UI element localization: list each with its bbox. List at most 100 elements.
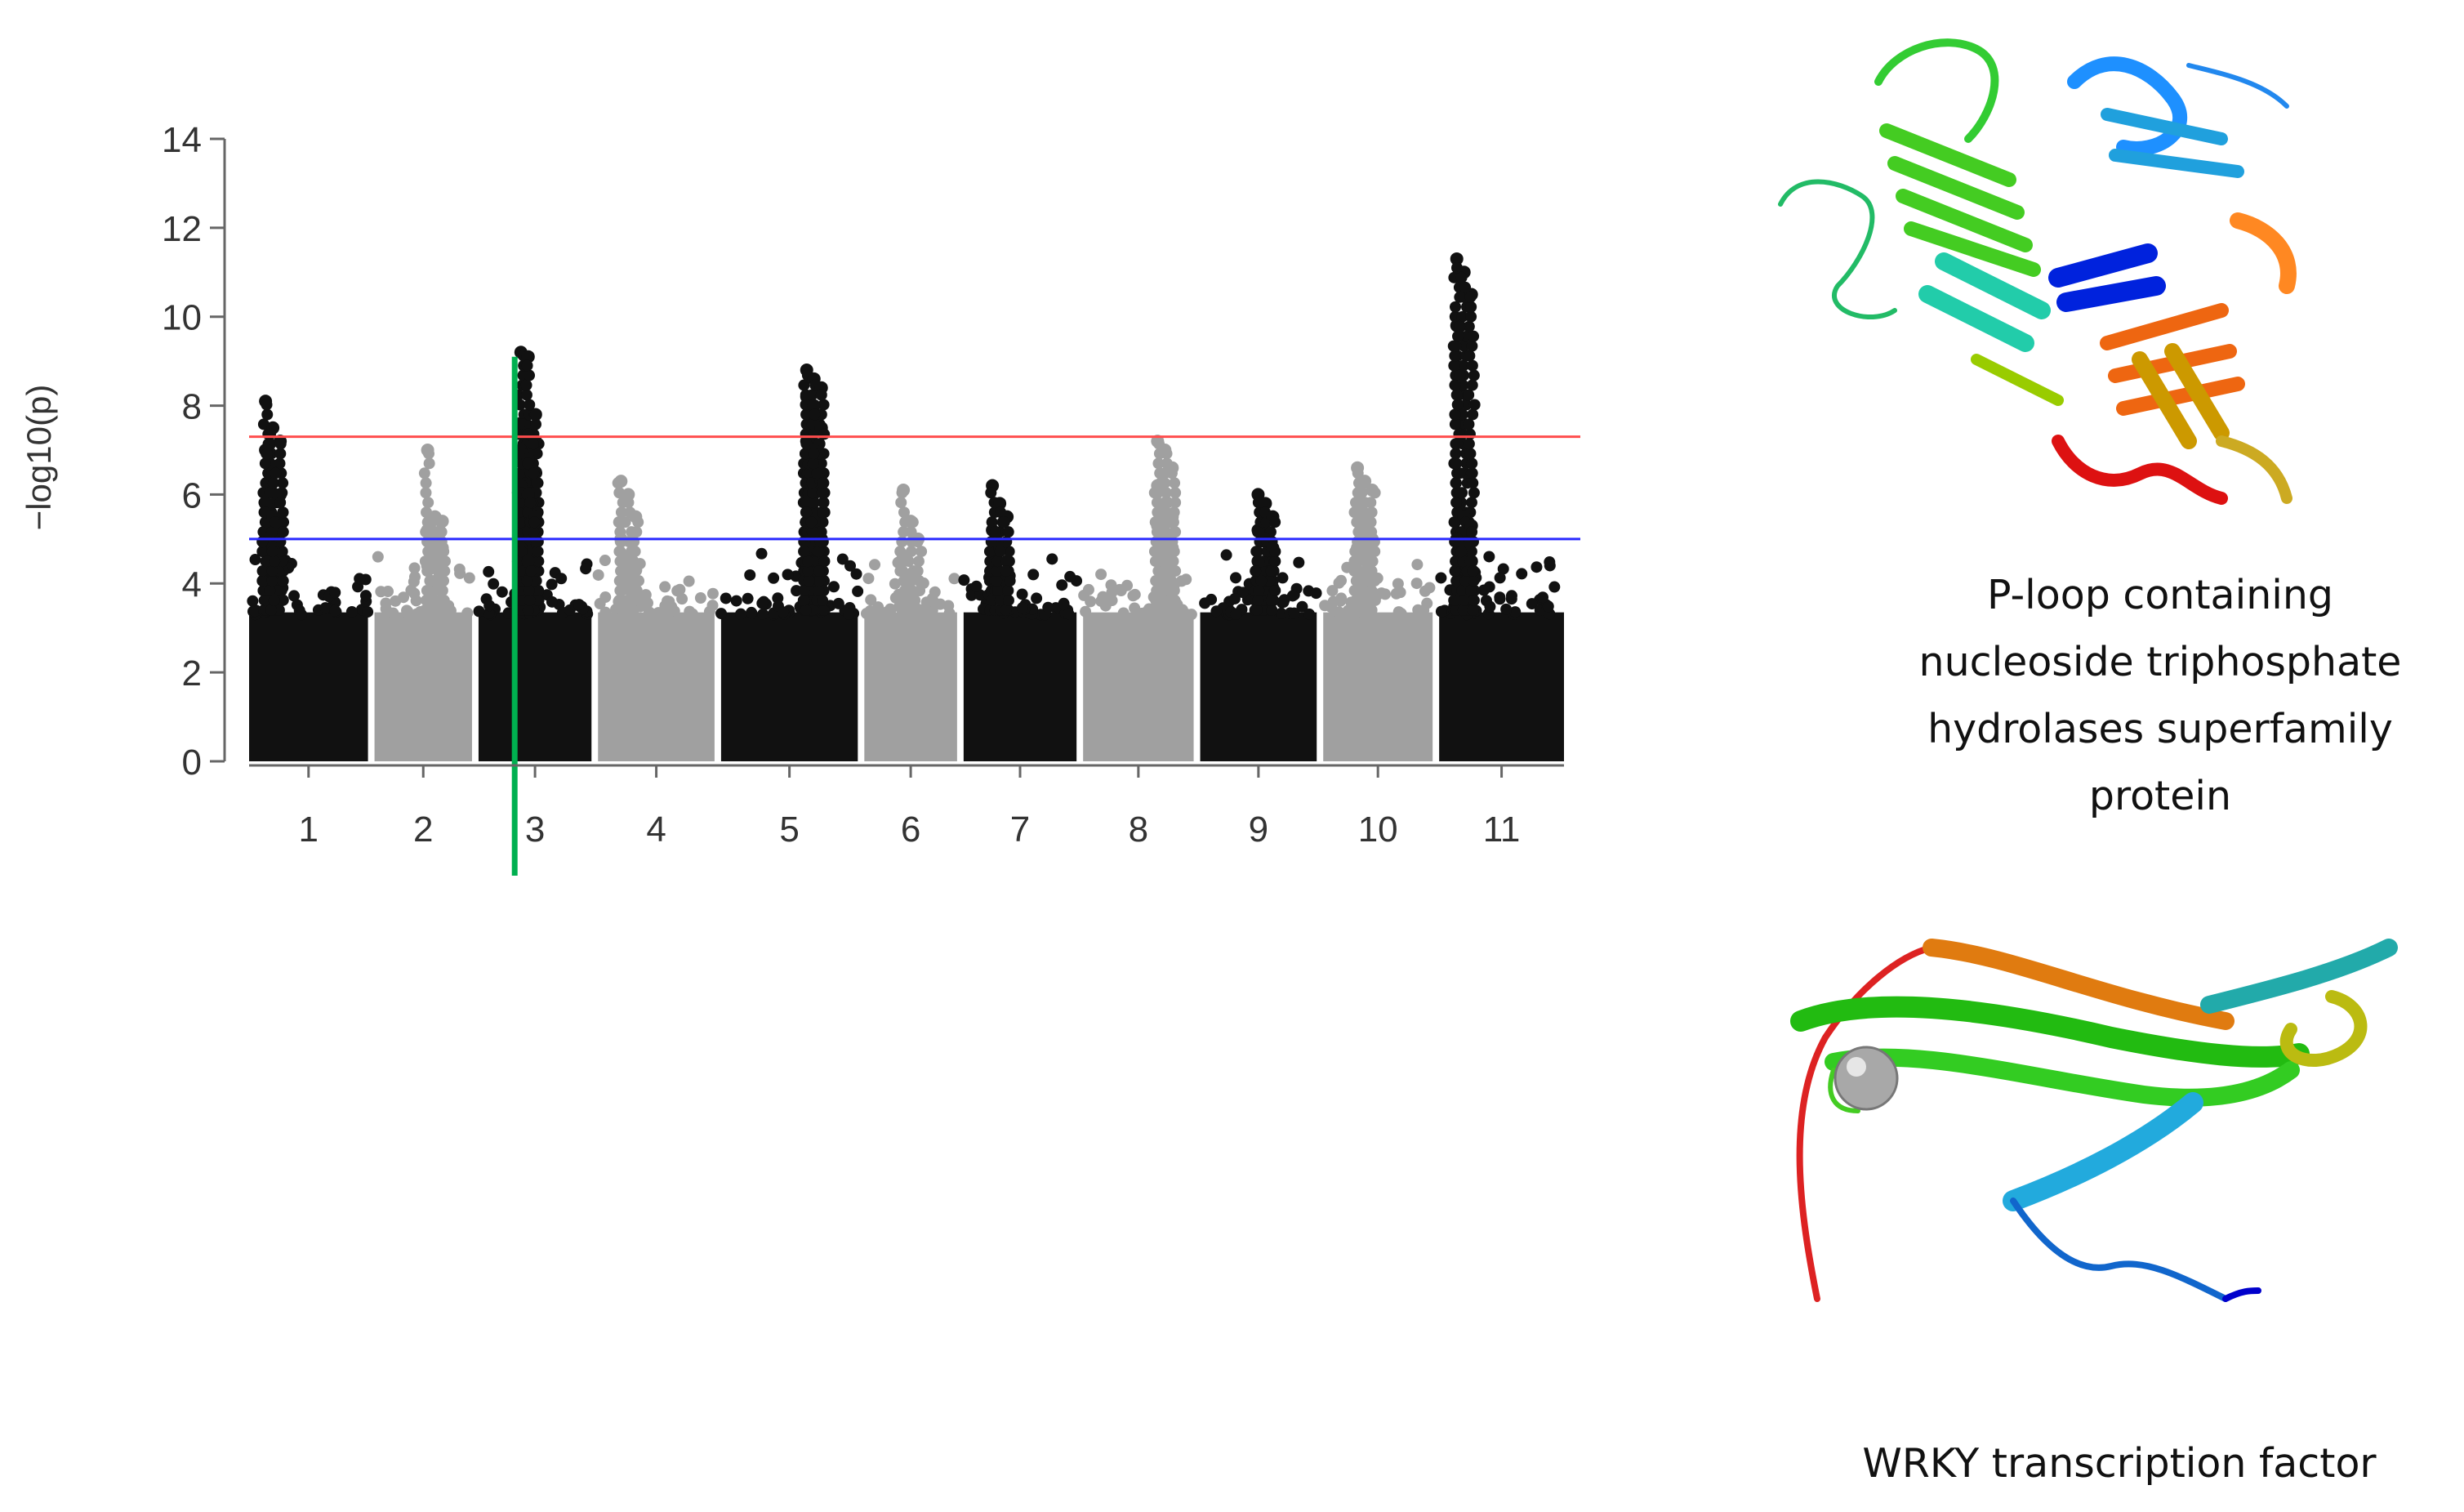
- y-axis-label: −log10(p): [20, 385, 58, 531]
- snp-point: [256, 546, 269, 558]
- snp-point: [1296, 600, 1308, 613]
- snp-point: [532, 477, 544, 489]
- snp-point: [1467, 408, 1479, 421]
- snp-point: [674, 583, 686, 595]
- snp-point: [813, 565, 825, 578]
- snp-point: [1455, 271, 1468, 283]
- snp-point: [744, 569, 756, 581]
- snp-point: [1106, 595, 1118, 607]
- snp-point: [1326, 585, 1339, 597]
- snp-point: [532, 555, 545, 568]
- snp-point: [628, 594, 640, 606]
- snp-point: [1027, 569, 1040, 581]
- snp-point: [1463, 418, 1475, 430]
- snp-point: [808, 448, 820, 460]
- snp-point: [1269, 546, 1281, 558]
- snp-point: [1419, 585, 1431, 597]
- x-tick-label: 3: [525, 810, 545, 850]
- snp-point: [1357, 575, 1369, 587]
- snp-point: [898, 506, 911, 519]
- snp-point: [436, 555, 448, 568]
- snp-point: [265, 604, 277, 616]
- snp-peak-point: [800, 497, 813, 511]
- snp-point: [1164, 575, 1176, 587]
- snp-point: [405, 584, 417, 596]
- snp-point: [408, 571, 421, 583]
- snp-point: [800, 408, 813, 421]
- snp-point: [757, 608, 769, 620]
- snp-point: [424, 575, 436, 587]
- snp-peak-point: [1450, 252, 1464, 265]
- caption-line: nucleoside triphosphate: [1918, 639, 2402, 685]
- snp-point: [755, 547, 768, 560]
- snp-point: [256, 536, 269, 548]
- snp-point: [902, 575, 914, 587]
- snp-point: [277, 526, 289, 538]
- snp-point: [438, 546, 450, 558]
- snp-point: [884, 604, 897, 617]
- snp-point: [817, 506, 829, 519]
- snp-point: [818, 497, 830, 509]
- snp-peak-point: [521, 350, 535, 364]
- snp-point: [1466, 467, 1478, 479]
- snp-point: [1063, 608, 1075, 620]
- snp-point: [612, 477, 624, 489]
- chromosome-9-points-block: [1200, 612, 1317, 761]
- snp-point: [268, 594, 280, 606]
- x-tick-label: 2: [413, 810, 433, 850]
- snp-point: [261, 408, 274, 421]
- snp-point: [496, 586, 508, 598]
- snp-point: [1165, 555, 1177, 568]
- snp-point: [865, 594, 877, 606]
- snp-point: [1237, 587, 1250, 599]
- snp-point: [1449, 408, 1461, 421]
- snp-point: [1454, 369, 1466, 381]
- snp-point: [818, 428, 831, 440]
- snp-point: [1000, 604, 1012, 616]
- snp-point: [522, 457, 534, 470]
- snp-point: [622, 555, 635, 568]
- snp-point: [592, 569, 604, 581]
- snp-point: [266, 546, 278, 558]
- snp-point: [1450, 575, 1463, 587]
- snp-point: [1451, 438, 1464, 450]
- snp-point: [259, 457, 271, 470]
- snp-point: [1127, 590, 1139, 602]
- snp-point: [626, 584, 639, 596]
- snp-point: [782, 569, 794, 581]
- snp-point: [1269, 584, 1281, 596]
- snp-point: [410, 595, 422, 607]
- snp-point: [420, 487, 432, 499]
- chromosome-11-points-block: [1439, 612, 1564, 761]
- snp-point: [264, 487, 276, 499]
- snp-point: [643, 606, 655, 618]
- snp-point: [706, 587, 719, 600]
- snp-point: [1421, 597, 1433, 609]
- snp-peak-point: [807, 399, 821, 413]
- snp-point: [986, 594, 998, 606]
- snp-point: [1457, 604, 1469, 616]
- snp-point: [1064, 570, 1076, 582]
- snp-point: [818, 555, 831, 568]
- snp-point: [521, 359, 533, 372]
- snp-point: [524, 594, 536, 606]
- snp-point: [1450, 477, 1462, 489]
- snp-point: [629, 565, 641, 578]
- snp-point: [777, 606, 789, 618]
- snp-point: [1250, 565, 1262, 578]
- snp-point: [573, 599, 586, 611]
- snp-point: [1164, 584, 1176, 596]
- snp-point: [817, 477, 829, 489]
- snp-point: [989, 526, 1001, 538]
- snp-point: [473, 605, 485, 618]
- snp-point: [1230, 572, 1242, 584]
- snp-peak-point: [521, 555, 535, 569]
- snp-point: [1467, 604, 1479, 616]
- snp-point: [1454, 320, 1466, 332]
- snp-point: [530, 536, 542, 548]
- snp-point: [594, 598, 606, 610]
- snp-point: [1335, 592, 1348, 604]
- snp-point: [1531, 561, 1543, 573]
- snp-point: [904, 594, 916, 606]
- snp-point: [1253, 584, 1265, 596]
